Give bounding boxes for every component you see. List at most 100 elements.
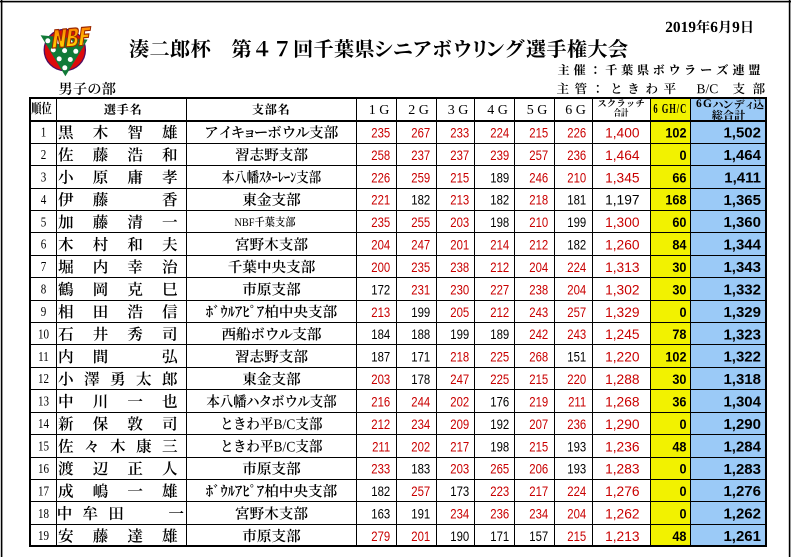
svg-text:182: 182 [411, 191, 430, 208]
svg-text:0: 0 [679, 416, 686, 432]
svg-text:189: 189 [490, 169, 509, 186]
svg-text:182: 182 [567, 236, 586, 253]
svg-text:163: 163 [371, 505, 390, 522]
svg-text:0: 0 [679, 461, 686, 477]
svg-text:206: 206 [529, 460, 548, 477]
svg-text:225: 225 [490, 348, 509, 365]
svg-text:215: 215 [450, 169, 469, 186]
svg-text:204: 204 [567, 505, 586, 522]
svg-text:0: 0 [679, 484, 686, 500]
svg-text:30: 30 [672, 282, 686, 298]
svg-text:203: 203 [450, 214, 469, 231]
svg-text:151: 151 [567, 348, 586, 365]
svg-text:13: 13 [38, 394, 49, 409]
svg-text:78: 78 [672, 327, 686, 343]
svg-text:202: 202 [411, 438, 430, 455]
svg-text:5: 5 [41, 214, 47, 229]
svg-text:17: 17 [38, 483, 49, 498]
svg-text:199: 199 [411, 304, 430, 321]
svg-text:211: 211 [372, 438, 390, 455]
svg-text:220: 220 [567, 371, 586, 388]
svg-text:237: 237 [411, 147, 430, 164]
svg-text:6: 6 [41, 237, 47, 252]
svg-text:238: 238 [450, 259, 469, 276]
svg-text:212: 212 [490, 259, 509, 276]
svg-text:1,345: 1,345 [605, 169, 640, 185]
svg-text:207: 207 [529, 416, 548, 433]
svg-text:205: 205 [450, 304, 469, 321]
svg-text:215: 215 [529, 124, 548, 141]
svg-text:267: 267 [411, 124, 430, 141]
svg-text:19: 19 [38, 528, 49, 543]
svg-text:30: 30 [672, 372, 686, 388]
svg-text:1,262: 1,262 [605, 505, 640, 521]
svg-text:212: 212 [371, 416, 390, 433]
svg-text:2 G: 2 G [408, 103, 429, 118]
svg-text:189: 189 [490, 326, 509, 343]
svg-text:225: 225 [490, 371, 509, 388]
svg-text:212: 212 [490, 304, 509, 321]
svg-text:1,290: 1,290 [605, 416, 640, 432]
svg-text:216: 216 [371, 393, 390, 410]
svg-text:1,464: 1,464 [605, 147, 640, 163]
svg-text:1,400: 1,400 [605, 124, 640, 140]
svg-text:204: 204 [529, 259, 548, 276]
svg-text:1,332: 1,332 [723, 281, 761, 298]
svg-text:4: 4 [41, 192, 47, 207]
svg-text:1,262: 1,262 [723, 506, 761, 523]
svg-text:257: 257 [411, 483, 430, 500]
svg-text:242: 242 [529, 326, 548, 343]
svg-text:236: 236 [567, 147, 586, 164]
svg-text:18: 18 [38, 506, 49, 521]
svg-text:157: 157 [529, 528, 548, 545]
svg-text:6 G: 6 G [565, 103, 586, 118]
svg-text:224: 224 [567, 259, 586, 276]
svg-text:16: 16 [38, 461, 49, 476]
svg-text:233: 233 [450, 124, 469, 141]
svg-text:268: 268 [529, 348, 548, 365]
svg-text:215: 215 [567, 528, 586, 545]
svg-text:258: 258 [371, 147, 390, 164]
svg-text:243: 243 [529, 304, 548, 321]
svg-text:1,304: 1,304 [723, 394, 761, 411]
svg-text:218: 218 [529, 191, 548, 208]
svg-text:1 G: 1 G [369, 103, 390, 118]
svg-text:0: 0 [679, 304, 686, 320]
svg-text:217: 217 [529, 483, 548, 500]
svg-text:1,329: 1,329 [605, 304, 640, 320]
svg-text:221: 221 [371, 191, 390, 208]
svg-text:1,318: 1,318 [723, 371, 761, 388]
svg-text:60: 60 [672, 215, 686, 231]
svg-text:234: 234 [529, 505, 548, 522]
svg-text:168: 168 [665, 192, 686, 208]
svg-text:215: 215 [529, 371, 548, 388]
svg-text:3 G: 3 G [448, 103, 469, 118]
svg-text:184: 184 [371, 326, 390, 343]
svg-text:84: 84 [672, 237, 687, 253]
svg-text:233: 233 [371, 460, 390, 477]
svg-text:1,283: 1,283 [723, 461, 761, 478]
svg-text:48: 48 [672, 439, 686, 455]
svg-text:1,236: 1,236 [605, 438, 640, 454]
svg-text:1,288: 1,288 [605, 371, 640, 387]
svg-text:1,344: 1,344 [723, 237, 761, 254]
svg-text:203: 203 [371, 371, 390, 388]
svg-text:224: 224 [490, 124, 509, 141]
svg-text:7: 7 [41, 259, 47, 274]
svg-text:198: 198 [490, 214, 509, 231]
svg-text:200: 200 [371, 259, 390, 276]
svg-text:1,360: 1,360 [723, 214, 761, 231]
svg-text:8: 8 [41, 282, 47, 297]
svg-text:182: 182 [371, 483, 390, 500]
svg-text:1,464: 1,464 [723, 147, 761, 164]
svg-text:12: 12 [38, 371, 49, 386]
svg-text:235: 235 [411, 259, 430, 276]
svg-text:178: 178 [411, 371, 430, 388]
svg-text:176: 176 [490, 393, 509, 410]
svg-text:3: 3 [41, 169, 47, 184]
svg-text:1,313: 1,313 [605, 259, 640, 275]
svg-text:1,245: 1,245 [605, 326, 640, 342]
svg-text:213: 213 [371, 304, 390, 321]
svg-text:227: 227 [490, 281, 509, 298]
svg-text:6 GH/C: 6 GH/C [653, 102, 687, 116]
